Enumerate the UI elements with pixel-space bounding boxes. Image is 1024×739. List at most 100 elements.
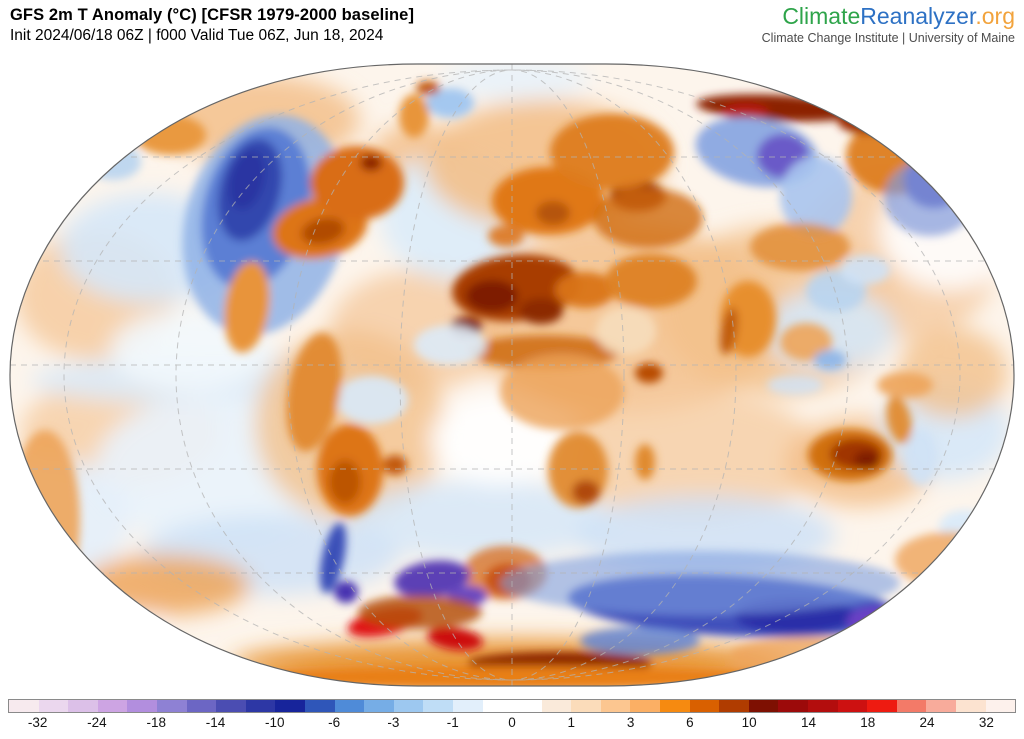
colorbar-tick-label: 18 [860, 715, 876, 730]
anomaly-blob [560, 390, 820, 520]
colorbar-tick-label: 3 [626, 715, 635, 730]
logo-word-org: .org [975, 3, 1015, 29]
colorbar-tick-label: -10 [265, 715, 285, 730]
map-subtitle: Init 2024/06/18 06Z | f000 Valid Tue 06Z… [10, 27, 384, 44]
colorbar-segment [97, 700, 128, 712]
anomaly-blob [336, 376, 408, 424]
colorbar-tick-label: -32 [27, 715, 48, 730]
anomaly-blob [780, 323, 832, 361]
colorbar-segment [482, 700, 542, 712]
projection-outline [9, 63, 1015, 687]
map-clip-group [10, 64, 1014, 686]
colorbar-tick-label: 32 [978, 715, 994, 730]
anomaly-blob [85, 144, 141, 180]
colorbar-segment [837, 700, 868, 712]
colorbar-tick-label: 24 [919, 715, 935, 730]
logo-word-climate: Climate [782, 3, 861, 29]
site-logo[interactable]: ClimateReanalyzer.org Climate Change Ins… [762, 3, 1015, 45]
colorbar-tick-label: 0 [508, 715, 516, 730]
logo-word-reanalyzer: Reanalyzer [860, 3, 976, 29]
anomaly-blob [500, 551, 900, 615]
anomaly-blob [780, 156, 852, 236]
colorbar-segment [304, 700, 335, 712]
anomaly-blob [426, 88, 474, 118]
colorbar-segment [156, 700, 187, 712]
colorbar-segment [127, 700, 157, 712]
colorbar-tick-label: -3 [387, 715, 400, 730]
colorbar-tick-label: 10 [741, 715, 757, 730]
colorbar-segment [719, 700, 749, 712]
colorbar-segment [985, 700, 1016, 712]
colorbar-tick-label: -6 [328, 715, 341, 730]
colorbar-segment [423, 700, 453, 712]
colorbar-segment [926, 700, 956, 712]
anomaly-blob [854, 451, 880, 469]
colorbar-segment [364, 700, 394, 712]
colorbar-segment [748, 700, 779, 712]
anomaly-blob [847, 607, 907, 635]
colorbar-tick-label: 14 [800, 715, 816, 730]
colorbar-segment [660, 700, 690, 712]
anomaly-blob [358, 595, 482, 629]
colorbar-segment [571, 700, 601, 712]
anomaly-blob [550, 114, 674, 190]
anomaly-blob [134, 115, 206, 155]
anomaly-blob [350, 480, 610, 560]
anomaly-blob [767, 375, 823, 395]
anomaly-blob [228, 150, 266, 210]
anomaly-blob [898, 328, 1008, 418]
colorbar-tick-label: -14 [205, 715, 226, 730]
colorbar-segment [216, 700, 246, 712]
colorbar-segment [334, 700, 365, 712]
colorbar-segment [275, 700, 305, 712]
map-title: GFS 2m T Anomaly (°C) [CFSR 1979-2000 ba… [10, 6, 415, 24]
colorbar-tick-label: -1 [446, 715, 459, 730]
colorbar-ticks: -32 -24 -18 -14 -10 -6 -3 -1 0 1 3 6 10 14 18 24 32 [8, 715, 1016, 735]
colorbar-tick-label: -18 [146, 715, 166, 730]
anomaly-blob [580, 627, 700, 655]
anomaly-blob [877, 372, 933, 398]
anomaly-blob [555, 272, 615, 308]
colorbar-segment [808, 700, 838, 712]
anomaly-blob [224, 261, 270, 353]
anomaly-blob [427, 627, 483, 651]
anomaly-blob [905, 429, 937, 485]
anomaly-blob [886, 396, 912, 444]
anomaly-blob [814, 350, 846, 370]
anomaly-blob [605, 254, 697, 308]
colorbar-gradient [8, 699, 1016, 713]
colorbar-segment [393, 700, 424, 712]
anomaly-blob [750, 223, 850, 271]
anomaly-blob [334, 581, 358, 603]
colorbar-segment [778, 700, 809, 712]
anomaly-blob [593, 188, 703, 248]
anomaly-blob [596, 307, 656, 355]
anomaly-blob [730, 637, 890, 673]
colorbar-segment [896, 700, 927, 712]
anomaly-blob [635, 444, 655, 480]
anomaly-blob [572, 480, 600, 504]
anomaly-blob [383, 455, 407, 475]
colorbar-tick-label: -24 [87, 715, 107, 730]
anomaly-blob [492, 167, 604, 235]
colorbar-segment [452, 700, 483, 712]
anomaly-blob [895, 532, 1005, 588]
anomaly-blob [394, 560, 470, 598]
anomaly-blob [10, 430, 80, 610]
colorbar-segment [68, 700, 98, 712]
anomaly-blob [635, 363, 663, 383]
anomaly-blob [519, 298, 563, 324]
colorbar-segment [186, 700, 217, 712]
colorbar-segment [867, 700, 897, 712]
colorbar-segment [38, 700, 69, 712]
site-logo-wordmark: ClimateReanalyzer.org [762, 3, 1015, 30]
anomaly-blob [301, 217, 345, 245]
anomaly-blob [414, 325, 486, 365]
colorbar-segment [630, 700, 661, 712]
anomaly-blob [80, 555, 250, 615]
anomaly-blob [884, 160, 976, 236]
anomaly-blob [500, 354, 624, 430]
anomaly-blob [840, 255, 890, 285]
